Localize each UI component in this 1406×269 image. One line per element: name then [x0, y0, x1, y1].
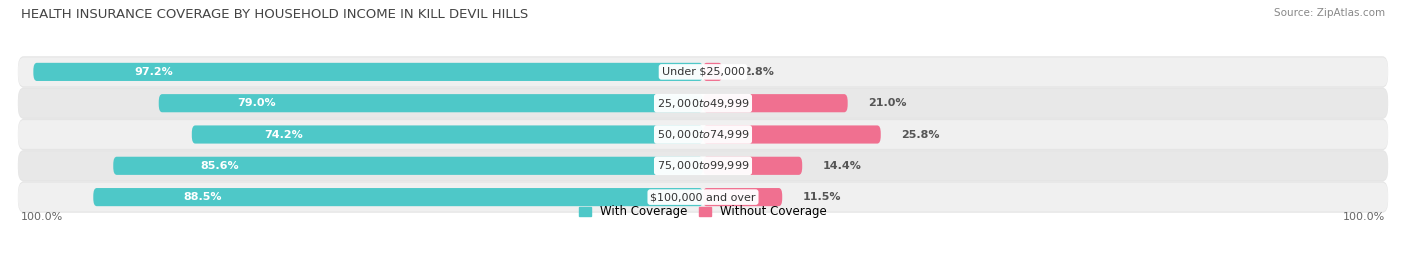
FancyBboxPatch shape — [18, 58, 1388, 86]
FancyBboxPatch shape — [114, 157, 703, 175]
FancyBboxPatch shape — [703, 63, 723, 81]
Text: 100.0%: 100.0% — [1343, 211, 1385, 221]
FancyBboxPatch shape — [18, 119, 1388, 150]
Text: 97.2%: 97.2% — [135, 67, 173, 77]
FancyBboxPatch shape — [159, 94, 703, 112]
FancyBboxPatch shape — [18, 56, 1388, 87]
FancyBboxPatch shape — [703, 157, 803, 175]
Text: Source: ZipAtlas.com: Source: ZipAtlas.com — [1274, 8, 1385, 18]
Text: 2.8%: 2.8% — [742, 67, 773, 77]
FancyBboxPatch shape — [18, 182, 1388, 213]
Text: HEALTH INSURANCE COVERAGE BY HOUSEHOLD INCOME IN KILL DEVIL HILLS: HEALTH INSURANCE COVERAGE BY HOUSEHOLD I… — [21, 8, 529, 21]
Text: $25,000 to $49,999: $25,000 to $49,999 — [657, 97, 749, 110]
FancyBboxPatch shape — [18, 120, 1388, 149]
FancyBboxPatch shape — [18, 183, 1388, 211]
FancyBboxPatch shape — [703, 94, 848, 112]
FancyBboxPatch shape — [191, 125, 703, 144]
Text: 21.0%: 21.0% — [869, 98, 907, 108]
Text: $100,000 and over: $100,000 and over — [650, 192, 756, 202]
FancyBboxPatch shape — [703, 188, 782, 206]
FancyBboxPatch shape — [703, 125, 880, 144]
Text: 11.5%: 11.5% — [803, 192, 841, 202]
FancyBboxPatch shape — [93, 188, 703, 206]
Legend: With Coverage, Without Coverage: With Coverage, Without Coverage — [579, 205, 827, 218]
Text: 74.2%: 74.2% — [264, 129, 304, 140]
FancyBboxPatch shape — [18, 151, 1388, 180]
Text: 100.0%: 100.0% — [21, 211, 63, 221]
Text: $50,000 to $74,999: $50,000 to $74,999 — [657, 128, 749, 141]
Text: 85.6%: 85.6% — [200, 161, 239, 171]
Text: 79.0%: 79.0% — [238, 98, 276, 108]
FancyBboxPatch shape — [18, 87, 1388, 119]
Text: 88.5%: 88.5% — [184, 192, 222, 202]
Text: $75,000 to $99,999: $75,000 to $99,999 — [657, 159, 749, 172]
FancyBboxPatch shape — [34, 63, 703, 81]
Text: 25.8%: 25.8% — [901, 129, 941, 140]
FancyBboxPatch shape — [18, 150, 1388, 182]
FancyBboxPatch shape — [18, 89, 1388, 118]
Text: 14.4%: 14.4% — [823, 161, 862, 171]
Text: Under $25,000: Under $25,000 — [661, 67, 745, 77]
